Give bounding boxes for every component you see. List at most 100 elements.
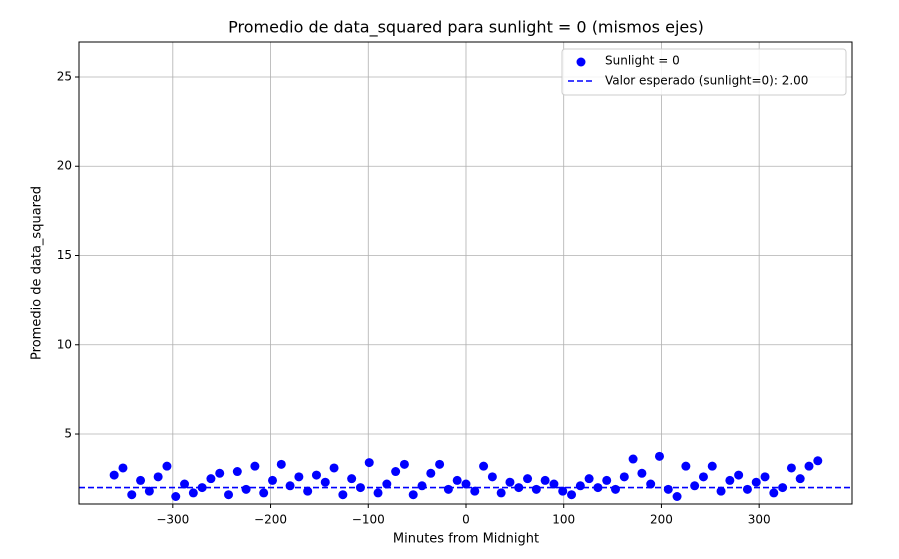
scatter-point xyxy=(479,461,489,471)
scatter-point xyxy=(531,484,541,494)
scatter-point xyxy=(206,474,216,484)
y-tick-label: 20 xyxy=(57,159,72,173)
scatter-point xyxy=(452,475,462,485)
legend-box xyxy=(561,48,847,96)
scatter-point xyxy=(303,486,313,496)
scatter-point xyxy=(232,467,242,477)
scatter-point xyxy=(654,451,664,461)
scatter-point xyxy=(285,481,295,491)
legend-label: Sunlight = 0 xyxy=(605,54,680,68)
scatter-point xyxy=(663,484,673,494)
scatter-point xyxy=(188,488,198,498)
scatter-point xyxy=(672,492,682,502)
scatter-point xyxy=(496,488,506,498)
scatter-point xyxy=(373,488,383,498)
scatter-point xyxy=(224,490,234,500)
scatter-point xyxy=(786,463,796,473)
scatter-point xyxy=(681,461,691,471)
scatter-point xyxy=(549,479,559,489)
scatter-point xyxy=(364,458,374,468)
chart-title: Promedio de data_squared para sunlight =… xyxy=(228,18,704,38)
scatter-point xyxy=(575,481,585,491)
scatter-point xyxy=(136,475,146,485)
scatter-point xyxy=(742,484,752,494)
scatter-point xyxy=(259,488,269,498)
scatter-point xyxy=(602,475,612,485)
y-axis-label: Promedio de data_squared xyxy=(30,186,45,360)
scatter-point xyxy=(267,475,277,485)
scatter-point xyxy=(197,483,207,493)
scatter-point xyxy=(698,472,708,482)
scatter-point xyxy=(382,479,392,489)
scatter-point xyxy=(329,463,339,473)
scatter-point xyxy=(276,459,286,469)
scatter-point xyxy=(505,477,515,487)
scatter-point xyxy=(250,461,260,471)
plot-frame xyxy=(78,41,853,505)
scatter-point xyxy=(162,461,172,471)
scatter-point xyxy=(725,475,735,485)
scatter-point xyxy=(118,463,128,473)
scatter-point xyxy=(311,470,321,480)
scatter-point xyxy=(153,472,163,482)
scatter-point xyxy=(408,490,418,500)
scatter-point xyxy=(734,470,744,480)
scatter-point xyxy=(461,479,471,489)
legend-label: Valor esperado (sunlight=0): 2.00 xyxy=(605,74,808,88)
scatter-point xyxy=(707,461,717,471)
scatter-point xyxy=(514,483,524,493)
scatter-point xyxy=(487,472,497,482)
scatter-point xyxy=(751,477,761,487)
scatter-point xyxy=(417,481,427,491)
legend-marker xyxy=(576,57,586,67)
scatter-point xyxy=(637,468,647,478)
scatter-point xyxy=(540,475,550,485)
y-tick-label: 10 xyxy=(57,337,72,351)
scatter-point xyxy=(347,474,357,484)
scatter-point xyxy=(690,481,700,491)
scatter-point xyxy=(127,490,137,500)
x-tick-label: −200 xyxy=(254,513,287,527)
y-tick-label: 25 xyxy=(57,69,72,83)
scatter-point xyxy=(435,459,445,469)
scatter-point xyxy=(391,467,401,477)
scatter-point xyxy=(109,470,119,480)
scatter-point xyxy=(338,490,348,500)
scatter-point xyxy=(215,468,225,478)
scatter-point xyxy=(523,474,533,484)
scatter-point xyxy=(611,484,621,494)
x-tick-label: 0 xyxy=(462,513,470,527)
y-tick-label: 15 xyxy=(57,248,72,262)
scatter-point xyxy=(760,472,770,482)
scatter-point xyxy=(399,459,409,469)
scatter-point xyxy=(769,488,779,498)
scatter-point xyxy=(584,474,594,484)
scatter-point xyxy=(619,472,629,482)
scatter-point xyxy=(171,492,181,502)
scatter-point xyxy=(180,479,190,489)
scatter-point xyxy=(241,484,251,494)
scatter-point xyxy=(320,477,330,487)
x-tick-label: 200 xyxy=(650,513,673,527)
scatter-point xyxy=(426,468,436,478)
x-tick-label: 300 xyxy=(748,513,771,527)
scatter-point xyxy=(144,486,154,496)
x-tick-label: 100 xyxy=(552,513,575,527)
scatter-point xyxy=(470,486,480,496)
legend: Sunlight = 0 Valor esperado (sunlight=0):… xyxy=(561,48,847,96)
scatter-point xyxy=(716,486,726,496)
scatter-point xyxy=(443,484,453,494)
scatter-point xyxy=(813,456,823,466)
grid xyxy=(79,42,852,504)
scatter-point xyxy=(558,486,568,496)
x-tick-label: −100 xyxy=(352,513,385,527)
scatter-point xyxy=(567,490,577,500)
y-tick-label: 5 xyxy=(64,427,72,441)
scatter-point xyxy=(795,474,805,484)
scatter-point xyxy=(628,454,638,464)
x-tick-label: −300 xyxy=(156,513,189,527)
scatter-point xyxy=(804,461,814,471)
x-axis-label: Minutes from Midnight xyxy=(393,532,539,547)
scatter-point xyxy=(294,472,304,482)
